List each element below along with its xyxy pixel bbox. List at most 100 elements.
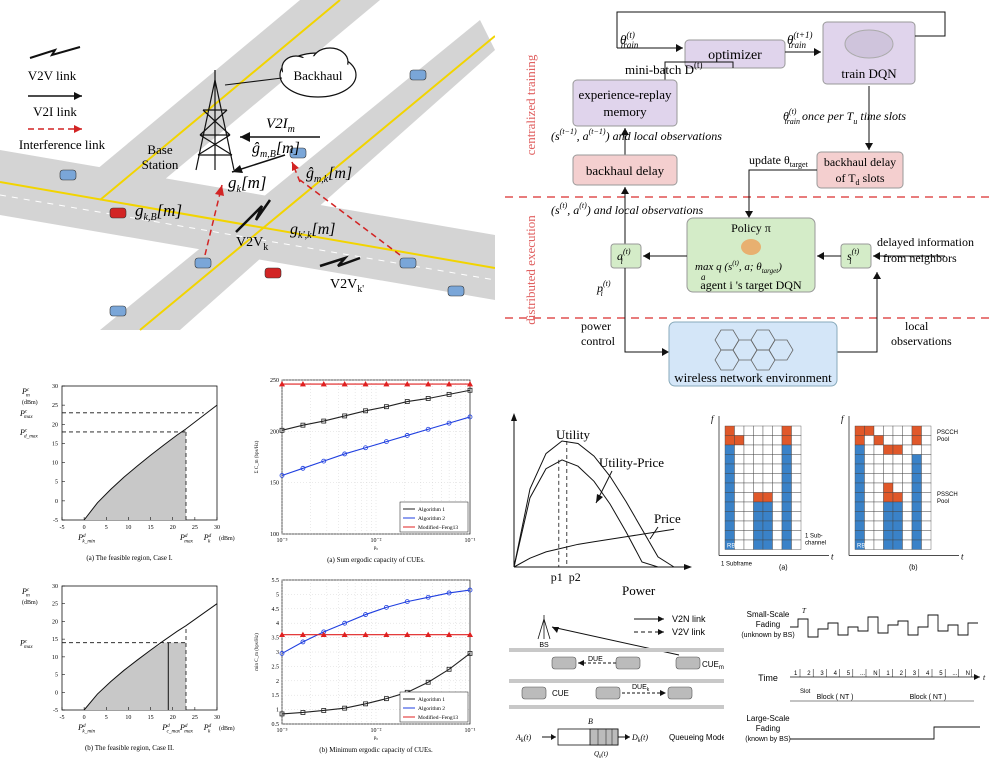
grid-b-cell — [911, 454, 922, 465]
slot-number: 5 — [939, 671, 943, 677]
y-tick-label: 5 — [276, 592, 279, 598]
subchannel-label-1: 1 Sub- — [805, 534, 823, 540]
queue-fill — [589, 728, 619, 746]
series-point — [425, 396, 431, 401]
series-point — [300, 710, 306, 715]
series-point — [363, 612, 368, 617]
grid-b-cell — [854, 454, 865, 465]
y-tick-label: 0.5 — [272, 722, 280, 728]
series-point — [341, 631, 348, 638]
subchannel-label-2: channel — [805, 541, 826, 547]
grid-a-cell — [743, 463, 754, 474]
grid-b-cell — [892, 435, 903, 446]
series-point — [383, 631, 390, 638]
diagonal-road — [100, 20, 495, 330]
y-tick-label: 4.5 — [272, 607, 280, 613]
grid-a-cell — [734, 511, 745, 522]
slot-number: N — [873, 671, 877, 677]
replay-memory-box — [572, 79, 678, 127]
theta-train-label: θ(t) train — [620, 30, 639, 50]
series-point — [383, 404, 389, 410]
grid-b-cell — [892, 492, 903, 503]
grid-b-cell — [883, 530, 894, 541]
y-axis-label: Σ C_m (bps/Hz) — [255, 440, 260, 473]
series-point — [467, 387, 473, 393]
series-line-1 — [281, 589, 471, 654]
series-point — [425, 594, 431, 600]
grid-b-cell — [921, 425, 932, 436]
series-point — [321, 418, 327, 424]
grid-a-cell — [791, 511, 802, 522]
x-tick-label: 15 — [148, 525, 154, 531]
grid-b-cell — [883, 435, 894, 446]
slot-number: ... — [952, 671, 957, 677]
grid-b-cell — [911, 473, 922, 484]
y-tick-label: 1.5 — [272, 693, 280, 699]
grid-a-cell — [753, 539, 764, 550]
y-tick-label: -5 — [53, 708, 58, 714]
grid-b-cell — [911, 435, 922, 446]
grid-b-cell — [873, 454, 884, 465]
grid-b-cell — [864, 435, 875, 446]
grid-b-cell — [883, 511, 894, 522]
departure-label: Dk(t) — [631, 733, 648, 744]
series-point — [278, 380, 286, 387]
grid-b-cell — [892, 501, 903, 512]
series-point — [299, 380, 306, 387]
grid-b-cell — [921, 435, 932, 446]
grid-b-cell — [864, 482, 875, 493]
grid-a-cell — [781, 482, 792, 493]
drl-framework-diagram: centralized training distributed executi… — [505, 11, 990, 387]
x-tick-label: -5 — [60, 715, 65, 721]
caption-b: (b) — [909, 565, 918, 572]
grid-b-cell — [902, 463, 913, 474]
grid-b-cell — [864, 530, 875, 541]
series-point — [363, 701, 368, 707]
time-label: Time — [758, 673, 778, 683]
car-cue-m — [675, 656, 701, 670]
y-tick-label: 200 — [270, 429, 279, 435]
grid-a-cell — [743, 444, 754, 455]
power-label-2: control — [581, 334, 616, 348]
car-blue-1 — [409, 69, 427, 81]
road-strip-2 — [509, 679, 724, 683]
car-due-k-tx — [595, 686, 621, 700]
pscch-label-2: Pool — [937, 437, 949, 443]
replay-label-1: experience-replay — [578, 87, 672, 102]
slot-numbers: 1 2 3 4 5... N 1 2 3 4 5... N — [794, 669, 972, 677]
grid-b-cell — [911, 425, 922, 436]
small-scale-fading-line — [790, 614, 978, 638]
series-point — [321, 708, 327, 713]
grid-a-cell — [762, 482, 773, 493]
grid-a-cell — [772, 425, 783, 436]
grid-a-cell — [724, 444, 735, 455]
grid-a-cell — [762, 425, 773, 436]
y-mark-label: Pc max — [19, 638, 33, 650]
x-tick-label: 5 — [105, 715, 108, 721]
grid-b-cell — [864, 425, 875, 436]
queue-length-label: Qk(t) — [594, 750, 609, 758]
x-tick-label: 20 — [170, 525, 176, 531]
grid-a-cell — [724, 511, 735, 522]
power-p-label: p(t) i — [596, 279, 611, 298]
legend-label: Algorithm 2 — [418, 516, 445, 522]
slot-number: 3 — [820, 671, 824, 677]
capacity-caption: (a) Sum ergodic capacity of CUEs. — [327, 556, 425, 564]
legend: V2V link V2I link Interference link — [19, 46, 106, 152]
grid-a-cell — [791, 454, 802, 465]
power-control-line — [624, 268, 669, 353]
buffer-size-label: B — [588, 717, 593, 726]
utility-curve-2 — [513, 528, 675, 568]
y-tick-label: 20 — [52, 619, 58, 625]
grid-a-cell — [772, 444, 783, 455]
series-point — [341, 380, 348, 387]
capacity-plot-a-panel: 100 150 200 250 10⁻³ 10⁻² 10⁻¹ p₀ Σ C_m (bps/Hz)… — [250, 372, 498, 568]
grid-b-cell — [911, 492, 922, 503]
series-point — [342, 705, 348, 711]
grid-a-cell — [781, 444, 792, 455]
series-point — [467, 587, 473, 593]
x-axis-unit: (dBm) — [219, 535, 235, 542]
series-point — [279, 651, 285, 656]
series-point — [446, 380, 453, 387]
x-tick-label: 30 — [214, 715, 220, 721]
